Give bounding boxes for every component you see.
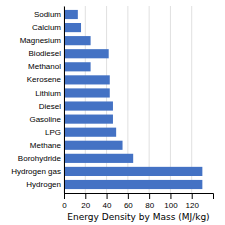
y-tick-label: Lithium <box>35 89 61 98</box>
y-tick-label: Calcium <box>32 23 61 32</box>
grid-line <box>106 6 107 193</box>
grid-line <box>127 6 128 193</box>
x-tick-mark <box>107 193 108 199</box>
x-tick: 100 <box>164 193 178 210</box>
x-tick-mark <box>170 193 171 199</box>
bar <box>64 101 113 110</box>
bar <box>64 62 91 71</box>
y-tick: Lithium <box>35 89 61 98</box>
bars <box>64 10 202 189</box>
y-tick: LPG <box>45 128 61 137</box>
y-tick: Hydrogen <box>26 180 61 189</box>
bar <box>64 154 133 163</box>
x-tick-label: 120 <box>186 201 200 210</box>
x-tick-label: 20 <box>81 201 90 210</box>
x-tick-mark <box>85 193 86 199</box>
grid-line <box>191 6 192 193</box>
y-axis: Sodium Calcium Magnesium Biodiesel Methanol K… <box>11 7 64 194</box>
x-tick: 0 <box>62 193 67 210</box>
grid-line <box>170 6 171 193</box>
x-tick: 80 <box>145 193 154 210</box>
x-tick-label: 40 <box>103 201 112 210</box>
x-tick: 120 <box>186 193 200 210</box>
x-tick-mark <box>128 193 129 199</box>
y-tick-label: Magnesium <box>20 36 62 45</box>
y-tick-label: Methane <box>30 141 62 150</box>
plot: 0 20 40 60 80 100 120 Sodium Calcium Magnesium Bio… <box>11 6 213 222</box>
grid <box>64 6 192 193</box>
y-tick-label: Gasoline <box>29 115 61 124</box>
x-axis: 0 20 40 60 80 100 120 <box>62 193 213 210</box>
x-tick-label: 80 <box>145 201 154 210</box>
x-tick-label: 60 <box>124 201 133 210</box>
grid-line <box>85 6 86 193</box>
x-axis-line <box>65 194 214 200</box>
bar <box>64 75 110 84</box>
y-tick-label: Methanol <box>28 62 61 71</box>
y-tick-label: Borohydride <box>18 154 62 163</box>
bar <box>64 128 116 137</box>
y-tick-label: Sodium <box>34 10 61 19</box>
bar <box>64 49 109 58</box>
y-tick: Hydrogen gas <box>11 167 61 176</box>
x-axis-title: Energy Density by Mass (MJ/kg) <box>67 212 209 222</box>
y-tick: Diesel <box>39 102 61 111</box>
chart: 0 20 40 60 80 100 120 Sodium Calcium Magnesium Bio… <box>0 0 225 225</box>
bar <box>64 180 202 189</box>
y-tick: Biodiesel <box>29 49 62 58</box>
bar <box>64 141 123 150</box>
y-tick-label: Hydrogen gas <box>11 167 61 176</box>
y-tick: Gasoline <box>29 115 61 124</box>
y-tick: Borohydride <box>18 154 62 163</box>
y-tick-label: Kerosene <box>27 75 62 84</box>
x-tick: 40 <box>103 193 112 210</box>
bar <box>64 10 78 19</box>
bar <box>64 167 202 176</box>
y-tick: Methane <box>30 141 62 150</box>
x-tick-mark <box>64 193 65 199</box>
x-tick: 60 <box>124 193 133 210</box>
x-tick-mark <box>192 193 193 199</box>
x-tick-label: 100 <box>164 201 178 210</box>
bar <box>64 23 81 32</box>
bar <box>64 115 113 124</box>
y-tick-label: Diesel <box>39 102 61 111</box>
y-tick: Magnesium <box>20 36 62 45</box>
y-tick: Calcium <box>32 23 61 32</box>
x-tick: 20 <box>81 193 90 210</box>
y-tick: Sodium <box>34 10 61 19</box>
y-tick: Methanol <box>28 62 61 71</box>
y-axis-line <box>64 7 65 194</box>
grid-line <box>149 6 150 193</box>
bar <box>64 36 91 45</box>
x-tick-mark <box>149 193 150 199</box>
grid-line <box>64 6 65 193</box>
y-tick-label: LPG <box>45 128 61 137</box>
y-tick-label: Biodiesel <box>29 49 62 58</box>
x-tick-label: 0 <box>62 201 67 210</box>
y-tick-label: Hydrogen <box>26 180 61 189</box>
bar <box>64 88 110 97</box>
y-tick: Kerosene <box>27 75 62 84</box>
